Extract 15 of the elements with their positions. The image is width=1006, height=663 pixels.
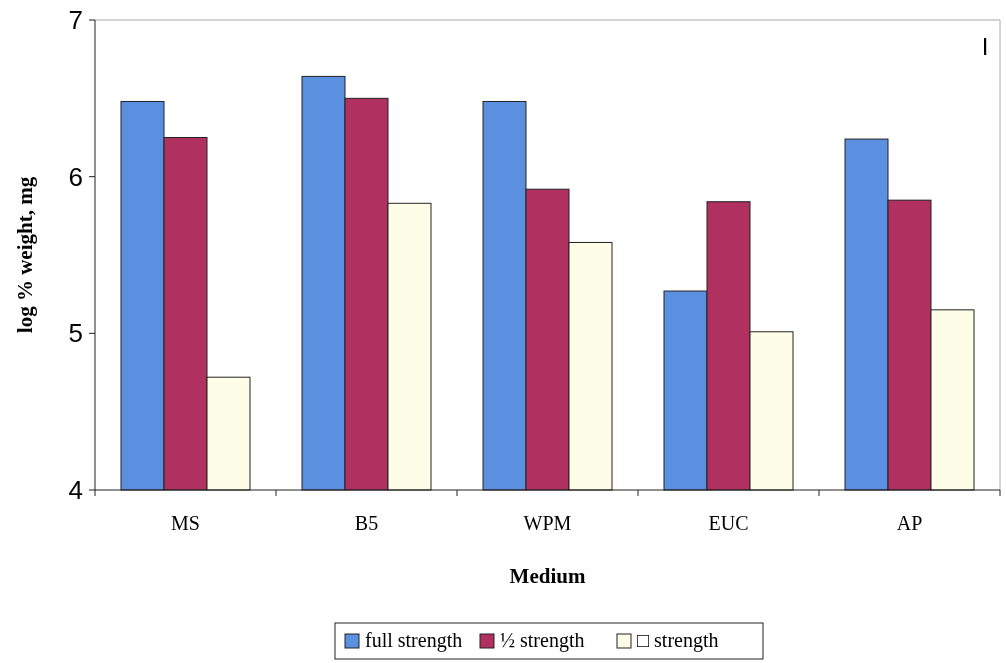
- y-tick-label: 5: [68, 318, 83, 349]
- x-axis-title: Medium: [509, 564, 586, 588]
- legend-label: full strength: [365, 629, 463, 652]
- legend-label: □ strength: [637, 629, 719, 652]
- legend-label: ½ strength: [500, 629, 585, 652]
- y-tick-label: 4: [68, 475, 83, 506]
- x-tick-label: B5: [354, 512, 379, 534]
- y-axis-title: log % weight, mg: [13, 176, 37, 334]
- x-tick-label: MS: [171, 512, 200, 534]
- x-tick-label: WPM: [523, 512, 572, 534]
- annotation: I: [981, 33, 989, 60]
- y-tick-label: 7: [68, 5, 83, 36]
- x-tick-label: EUC: [708, 512, 749, 534]
- y-tick-label: 6: [68, 161, 83, 192]
- x-tick-label: AP: [896, 512, 923, 534]
